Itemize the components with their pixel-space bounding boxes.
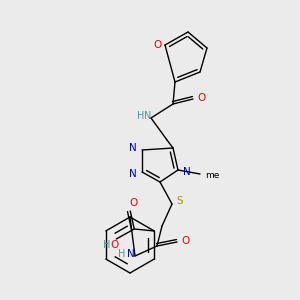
Text: me: me bbox=[205, 170, 219, 179]
Text: O: O bbox=[153, 40, 161, 50]
Text: N: N bbox=[129, 143, 137, 153]
Text: N: N bbox=[183, 167, 191, 177]
Text: O: O bbox=[129, 198, 137, 208]
Text: H: H bbox=[137, 111, 145, 121]
Text: N: N bbox=[129, 169, 137, 179]
Text: H: H bbox=[118, 249, 126, 259]
Text: O: O bbox=[198, 93, 206, 103]
Text: N: N bbox=[127, 249, 135, 259]
Text: O: O bbox=[182, 236, 190, 246]
Text: S: S bbox=[177, 196, 183, 206]
Text: N: N bbox=[144, 111, 152, 121]
Text: H: H bbox=[103, 240, 110, 250]
Text: O: O bbox=[110, 240, 118, 250]
